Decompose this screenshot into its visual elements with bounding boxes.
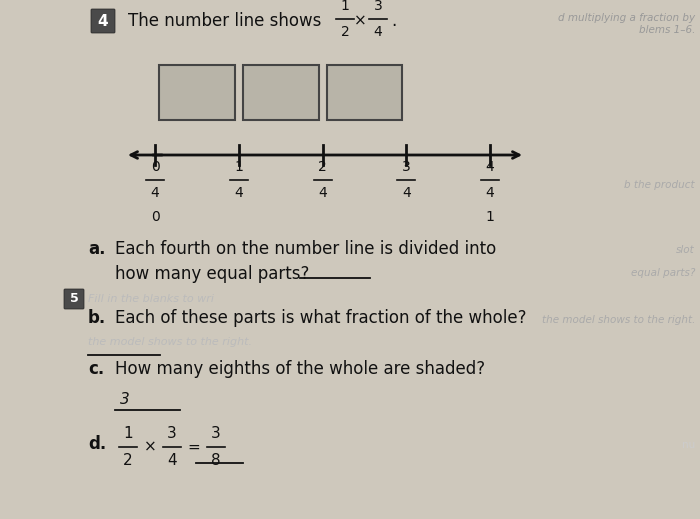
Bar — [326, 65, 402, 120]
Text: 1: 1 — [123, 426, 133, 441]
Text: 3: 3 — [374, 0, 382, 13]
Text: 0: 0 — [150, 160, 160, 174]
Text: 4: 4 — [486, 186, 494, 200]
Text: 4: 4 — [402, 186, 411, 200]
Text: the model shows to the right.: the model shows to the right. — [88, 337, 252, 347]
Bar — [159, 65, 234, 120]
Text: 3: 3 — [402, 160, 411, 174]
Text: Each fourth on the number line is divided into: Each fourth on the number line is divide… — [115, 240, 496, 258]
Text: blems 1–6.: blems 1–6. — [638, 25, 695, 35]
Text: 8: 8 — [211, 453, 220, 468]
Text: 1: 1 — [341, 0, 349, 13]
Text: how many equal parts?: how many equal parts? — [115, 265, 314, 283]
Text: 5: 5 — [69, 293, 78, 306]
Text: ×: × — [354, 13, 366, 29]
Text: d.: d. — [88, 435, 106, 453]
Text: 1: 1 — [486, 210, 494, 224]
Text: How many eighths of the whole are shaded?: How many eighths of the whole are shaded… — [115, 360, 485, 378]
Text: 4: 4 — [374, 25, 382, 39]
Text: 3: 3 — [167, 426, 177, 441]
Text: .: . — [391, 12, 396, 30]
Text: 4: 4 — [234, 186, 243, 200]
Text: the model shows to the right.: the model shows to the right. — [542, 315, 695, 325]
Text: 4: 4 — [167, 453, 177, 468]
Text: 4: 4 — [486, 160, 494, 174]
Text: 3: 3 — [120, 392, 130, 407]
Text: b.: b. — [88, 309, 106, 327]
Bar — [243, 65, 318, 120]
Text: The number line shows: The number line shows — [128, 12, 327, 30]
Text: Each of these parts is what fraction of the whole?: Each of these parts is what fraction of … — [115, 309, 526, 327]
Text: b the product: b the product — [624, 180, 695, 190]
Text: 2: 2 — [318, 160, 327, 174]
Text: =: = — [188, 440, 200, 455]
Text: 2: 2 — [123, 453, 133, 468]
Text: Fill in the blanks to wri: Fill in the blanks to wri — [88, 294, 214, 304]
Text: 4: 4 — [150, 186, 160, 200]
Text: 1: 1 — [234, 160, 243, 174]
Text: nu: nu — [682, 440, 695, 450]
Text: 3: 3 — [211, 426, 221, 441]
FancyBboxPatch shape — [64, 289, 84, 309]
Text: 0: 0 — [150, 210, 160, 224]
Text: d multiplying a fraction by: d multiplying a fraction by — [558, 13, 695, 23]
Text: 2: 2 — [341, 25, 349, 39]
Text: c.: c. — [88, 360, 104, 378]
Text: slot: slot — [676, 245, 695, 255]
FancyBboxPatch shape — [91, 9, 115, 33]
Text: ×: × — [144, 440, 156, 455]
Text: a.: a. — [88, 240, 106, 258]
Text: 4: 4 — [318, 186, 327, 200]
Text: equal parts?: equal parts? — [631, 268, 695, 278]
Text: 4: 4 — [98, 13, 108, 29]
